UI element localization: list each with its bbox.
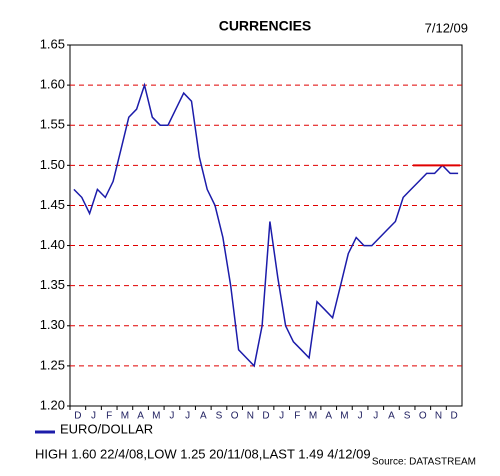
y-tick-label: 1.25 bbox=[40, 357, 65, 372]
x-tick-label: J bbox=[169, 411, 174, 422]
legend-label: EURO/DOLLAR bbox=[60, 421, 153, 436]
y-tick-label: 1.50 bbox=[40, 157, 65, 172]
x-tick-label: M bbox=[340, 411, 348, 422]
y-tick-label: 1.35 bbox=[40, 277, 65, 292]
x-tick-label: M bbox=[309, 411, 317, 422]
y-tick-label: 1.65 bbox=[40, 36, 65, 51]
y-tick-label: 1.40 bbox=[40, 237, 65, 252]
x-tick-label: A bbox=[137, 411, 144, 422]
plot-frame bbox=[69, 44, 463, 407]
x-tick-label: M bbox=[121, 411, 129, 422]
x-tick-label: J bbox=[279, 411, 284, 422]
y-tick-label: 1.55 bbox=[40, 117, 65, 132]
y-tick-label: 1.20 bbox=[40, 397, 65, 412]
x-tick-label: S bbox=[216, 411, 223, 422]
x-tick-label: O bbox=[231, 411, 239, 422]
x-tick-label: S bbox=[404, 411, 411, 422]
x-tick-label: A bbox=[325, 411, 332, 422]
x-tick-label: J bbox=[358, 411, 363, 422]
footer: HIGH 1.60 22/4/08,LOW 1.25 20/11/08,LAST… bbox=[35, 446, 371, 461]
x-tick-label: J bbox=[373, 411, 378, 422]
x-tick-label: D bbox=[262, 411, 269, 422]
y-tick-label: 1.60 bbox=[40, 77, 65, 92]
data-line bbox=[73, 82, 459, 368]
x-tick-label: M bbox=[152, 411, 160, 422]
x-tick-label: F bbox=[106, 411, 112, 422]
x-tick-label: D bbox=[74, 411, 81, 422]
chart-title: CURRENCIES bbox=[219, 18, 312, 34]
x-tick-label: N bbox=[435, 411, 442, 422]
y-tick-label: 1.45 bbox=[40, 197, 65, 212]
y-tick-label: 1.30 bbox=[40, 317, 65, 332]
chart-date: 7/12/09 bbox=[425, 20, 468, 35]
x-tick-label: D bbox=[451, 411, 458, 422]
x-tick-label: J bbox=[91, 411, 96, 422]
x-tick-label: N bbox=[247, 411, 254, 422]
x-tick-label: O bbox=[419, 411, 427, 422]
x-tick-label: A bbox=[200, 411, 207, 422]
x-tick-label: F bbox=[294, 411, 300, 422]
source: Source: DATASTREAM bbox=[372, 457, 476, 468]
x-tick-label: J bbox=[185, 411, 190, 422]
x-tick-label: A bbox=[388, 411, 395, 422]
